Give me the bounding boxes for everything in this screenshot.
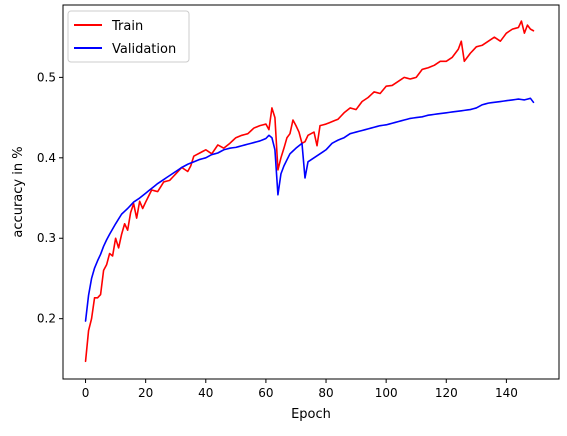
x-tick-label: 0 xyxy=(82,386,90,400)
x-tick-label: 80 xyxy=(318,386,333,400)
series-layer xyxy=(84,20,535,363)
x-axis-label: Epoch xyxy=(291,407,331,422)
legend-label-validation: Validation xyxy=(112,42,176,57)
x-tick-label: 40 xyxy=(198,386,213,400)
y-tick-label: 0.2 xyxy=(37,312,56,326)
legend-box xyxy=(67,10,190,63)
x-tick-label: 100 xyxy=(375,386,398,400)
y-axis-label: accuracy in % xyxy=(11,146,26,237)
y-axis-ticks: 0.2 0.3 0.4 0.5 xyxy=(37,70,63,326)
x-tick-label: 60 xyxy=(258,386,273,400)
y-tick-label: 0.5 xyxy=(37,70,56,84)
axes-frame xyxy=(62,4,560,380)
x-tick-label: 120 xyxy=(435,386,458,400)
series-line-train xyxy=(84,20,535,363)
x-tick-label: 20 xyxy=(138,386,153,400)
y-tick-label: 0.4 xyxy=(37,151,56,165)
series-line-validation xyxy=(84,97,535,322)
legend: Train Validation xyxy=(67,10,190,63)
legend-label-train: Train xyxy=(111,19,143,34)
x-axis-ticks: 0 20 40 60 80 100 120 140 xyxy=(82,379,518,400)
x-tick-label: 140 xyxy=(495,386,518,400)
y-tick-label: 0.3 xyxy=(37,231,56,245)
